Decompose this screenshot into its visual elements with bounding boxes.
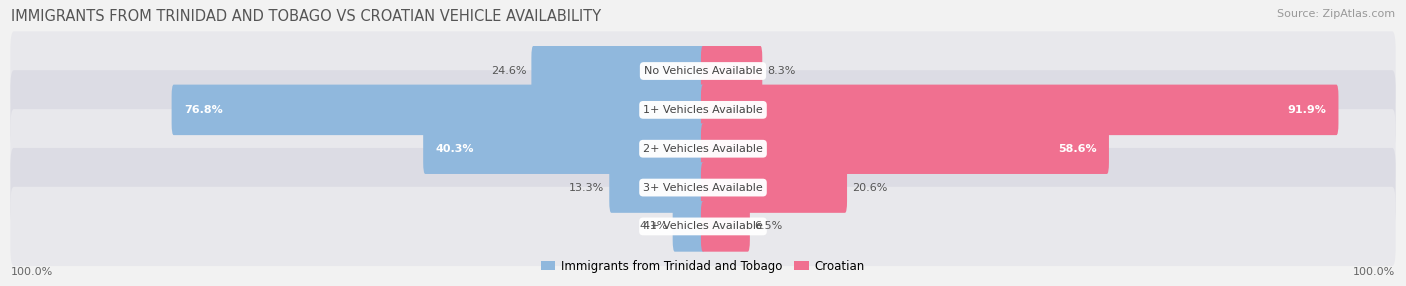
Text: No Vehicles Available: No Vehicles Available [644, 66, 762, 76]
Text: 58.6%: 58.6% [1057, 144, 1097, 154]
Text: 100.0%: 100.0% [1353, 267, 1395, 277]
Text: 91.9%: 91.9% [1286, 105, 1326, 115]
Text: 2+ Vehicles Available: 2+ Vehicles Available [643, 144, 763, 154]
Text: 1+ Vehicles Available: 1+ Vehicles Available [643, 105, 763, 115]
Text: 6.5%: 6.5% [755, 221, 783, 231]
FancyBboxPatch shape [531, 46, 704, 96]
FancyBboxPatch shape [702, 85, 1339, 135]
FancyBboxPatch shape [702, 124, 1109, 174]
FancyBboxPatch shape [10, 31, 1396, 111]
FancyBboxPatch shape [672, 201, 704, 252]
FancyBboxPatch shape [702, 46, 762, 96]
Text: 8.3%: 8.3% [768, 66, 796, 76]
FancyBboxPatch shape [702, 162, 846, 213]
Text: 4.1%: 4.1% [640, 221, 668, 231]
Text: Source: ZipAtlas.com: Source: ZipAtlas.com [1277, 9, 1395, 19]
FancyBboxPatch shape [10, 187, 1396, 266]
FancyBboxPatch shape [609, 162, 704, 213]
FancyBboxPatch shape [10, 109, 1396, 188]
Text: 24.6%: 24.6% [491, 66, 527, 76]
FancyBboxPatch shape [702, 201, 749, 252]
Text: 4+ Vehicles Available: 4+ Vehicles Available [643, 221, 763, 231]
FancyBboxPatch shape [423, 124, 704, 174]
FancyBboxPatch shape [10, 70, 1396, 150]
Text: 3+ Vehicles Available: 3+ Vehicles Available [643, 182, 763, 192]
Legend: Immigrants from Trinidad and Tobago, Croatian: Immigrants from Trinidad and Tobago, Cro… [537, 255, 869, 277]
Text: 76.8%: 76.8% [184, 105, 222, 115]
FancyBboxPatch shape [172, 85, 704, 135]
FancyBboxPatch shape [10, 148, 1396, 227]
Text: 40.3%: 40.3% [436, 144, 474, 154]
Text: IMMIGRANTS FROM TRINIDAD AND TOBAGO VS CROATIAN VEHICLE AVAILABILITY: IMMIGRANTS FROM TRINIDAD AND TOBAGO VS C… [11, 9, 602, 23]
Text: 20.6%: 20.6% [852, 182, 887, 192]
Text: 100.0%: 100.0% [11, 267, 53, 277]
Text: 13.3%: 13.3% [569, 182, 605, 192]
